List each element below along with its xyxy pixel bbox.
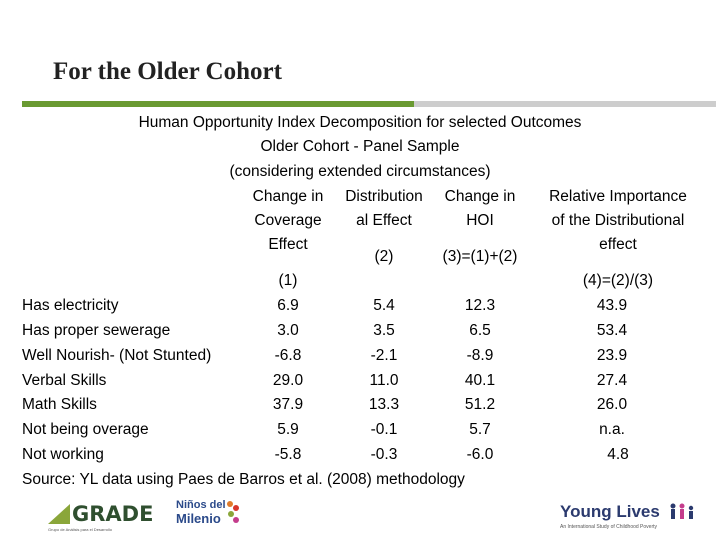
cell-relative-importance: 43.9 bbox=[596, 297, 628, 314]
cell-change-hoi: 40.1 bbox=[464, 372, 496, 389]
col1-header-line-2: Coverage bbox=[254, 212, 322, 229]
col1-header-line-1: Change in bbox=[252, 188, 324, 205]
cell-coverage-effect: 5.9 bbox=[277, 421, 299, 438]
col3-header-line-2: HOI bbox=[466, 212, 494, 229]
table-title-line-3: (considering extended circumstances) bbox=[229, 163, 491, 180]
ninos-logo-line-1: Niños del bbox=[176, 499, 226, 511]
row-label: Math Skills bbox=[22, 396, 97, 413]
col4-header-line-2: of the Distributional bbox=[551, 212, 685, 229]
cell-change-hoi: -8.9 bbox=[466, 347, 494, 364]
row-label: Has electricity bbox=[22, 297, 119, 314]
col2-header-line-1: Distribution bbox=[345, 188, 423, 205]
young-lives-logo-tagline: An International Study of Childhood Pove… bbox=[560, 524, 658, 530]
ninos-figures-icon bbox=[227, 501, 239, 523]
cell-coverage-effect: -5.8 bbox=[274, 446, 302, 463]
footer-logos: GRADE Grupo de Análisis para el Desarrol… bbox=[0, 494, 720, 540]
cell-distributional-effect: -0.3 bbox=[370, 446, 398, 463]
col1-header-line-3: Effect bbox=[268, 236, 308, 253]
row-label: Not working bbox=[22, 446, 104, 463]
cell-distributional-effect: 3.5 bbox=[373, 322, 395, 339]
title-rule-grey bbox=[414, 101, 716, 107]
col1-number-header: (1) bbox=[278, 272, 298, 289]
table-title-line-1: Human Opportunity Index Decomposition fo… bbox=[138, 114, 582, 131]
col3-header-line-1: Change in bbox=[444, 188, 516, 205]
col4-number-header: (4)=(2)/(3) bbox=[582, 272, 654, 289]
cell-change-hoi: 12.3 bbox=[464, 297, 496, 314]
cell-distributional-effect: -0.1 bbox=[370, 421, 398, 438]
table-source-note: Source: YL data using Paes de Barros et … bbox=[22, 471, 465, 488]
cell-relative-importance: 4.8 bbox=[607, 446, 629, 463]
cell-distributional-effect: -2.1 bbox=[370, 347, 398, 364]
col4-header-line-3: effect bbox=[599, 236, 637, 253]
col3-number-header: (3)=(1)+(2) bbox=[442, 248, 518, 265]
cell-relative-importance: 53.4 bbox=[596, 322, 628, 339]
young-lives-figures-icon bbox=[670, 503, 694, 519]
grade-logo: GRADE Grupo de Análisis para el Desarrol… bbox=[48, 502, 168, 536]
table-title-line-2: Older Cohort - Panel Sample bbox=[260, 138, 460, 155]
cell-distributional-effect: 13.3 bbox=[368, 396, 400, 413]
young-lives-logo: Young Lives An International Study of Ch… bbox=[560, 502, 710, 536]
cell-distributional-effect: 5.4 bbox=[373, 297, 395, 314]
cell-change-hoi: 5.7 bbox=[469, 421, 491, 438]
cell-relative-importance: 26.0 bbox=[596, 396, 628, 413]
cell-distributional-effect: 11.0 bbox=[369, 372, 399, 389]
row-label: Well Nourish- (Not Stunted) bbox=[22, 347, 212, 364]
cell-change-hoi: 6.5 bbox=[469, 322, 491, 339]
grade-triangle-icon bbox=[48, 504, 70, 524]
cell-coverage-effect: 37.9 bbox=[272, 396, 304, 413]
cell-change-hoi: 51.2 bbox=[464, 396, 496, 413]
cell-change-hoi: -6.0 bbox=[466, 446, 494, 463]
cell-coverage-effect: 29.0 bbox=[272, 372, 304, 389]
title-rule-green bbox=[22, 101, 414, 107]
cell-relative-importance: 23.9 bbox=[596, 347, 628, 364]
row-label: Has proper sewerage bbox=[22, 322, 171, 339]
cell-relative-importance: n.a. bbox=[599, 421, 625, 438]
ninos-logo-line-2: Milenio bbox=[176, 511, 221, 526]
slide-title: For the Older Cohort bbox=[53, 58, 282, 85]
grade-logo-word: GRADE bbox=[72, 502, 154, 526]
cell-relative-importance: 27.4 bbox=[596, 372, 628, 389]
cell-coverage-effect: 3.0 bbox=[277, 322, 299, 339]
row-label: Verbal Skills bbox=[22, 372, 107, 389]
cell-coverage-effect: 6.9 bbox=[277, 297, 299, 314]
col4-header-line-1: Relative Importance bbox=[549, 188, 687, 205]
grade-logo-tagline: Grupo de Análisis para el Desarrollo bbox=[48, 527, 113, 532]
ninos-del-milenio-logo: Niños del Milenio bbox=[176, 500, 240, 536]
cell-coverage-effect: -6.8 bbox=[274, 347, 302, 364]
row-label: Not being overage bbox=[22, 421, 149, 438]
col2-header-line-2: al Effect bbox=[356, 212, 412, 229]
col2-number-header: (2) bbox=[374, 248, 394, 265]
young-lives-logo-word: Young Lives bbox=[560, 502, 660, 521]
